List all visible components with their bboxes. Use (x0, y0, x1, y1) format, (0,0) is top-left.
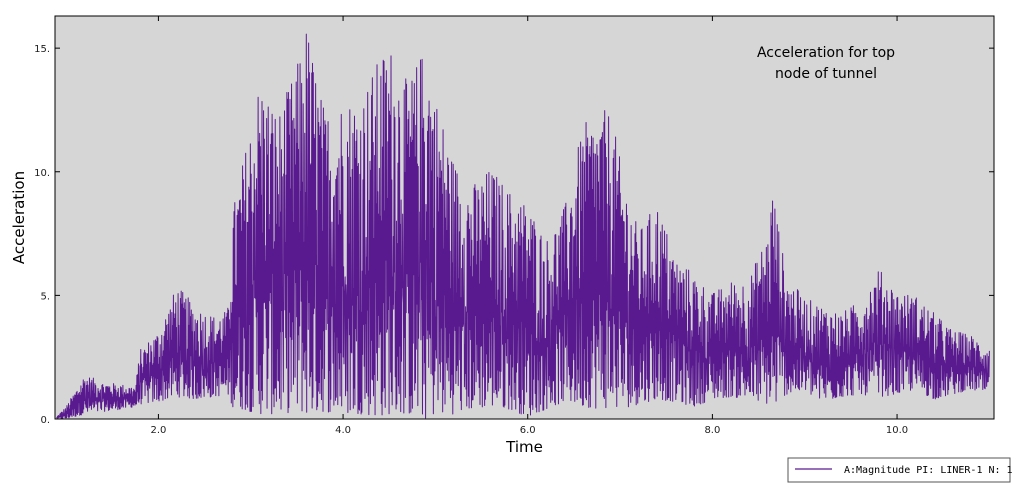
legend: A:Magnitude PI: LINER-1 N: 1 (787, 457, 1013, 483)
plot-frame (54, 15, 995, 420)
y-tick-label: 5. (40, 291, 50, 302)
y-tick-label: 15. (34, 44, 50, 55)
tick-layer: 2.0 4.0 6.0 8.0 10.0 0. 5. 10. 15. (34, 16, 994, 436)
x-tick-label: 6.0 (520, 425, 536, 436)
legend-label: A:Magnitude PI: LINER-1 N: 1 (844, 465, 1013, 476)
x-tick-label: 8.0 (704, 425, 720, 436)
y-tick-label: 10. (34, 168, 50, 179)
chart-annotation-line-2: node of tunnel (775, 66, 877, 82)
x-axis-title: Time (505, 438, 543, 456)
x-tick-label: 2.0 (150, 425, 166, 436)
y-tick-label: 0. (40, 415, 50, 426)
series-line-magnitude (56, 33, 990, 420)
chart-annotation-line-1: Acceleration for top (757, 45, 895, 61)
x-tick-label: 10.0 (886, 425, 908, 436)
x-tick-label: 4.0 (335, 425, 351, 436)
y-axis-title: Acceleration (10, 171, 28, 264)
series-layer (56, 33, 990, 420)
legend-box (787, 457, 1011, 483)
